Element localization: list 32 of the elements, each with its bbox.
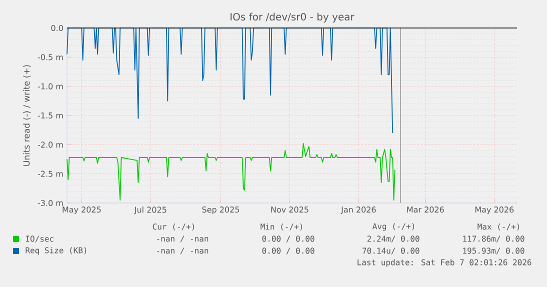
x-tick-label: May 2026 bbox=[475, 206, 514, 214]
y-tick-label: -2.5 m bbox=[38, 170, 63, 177]
text: 70.14u/ 0.00 bbox=[362, 248, 420, 254]
text: -nan / -nan bbox=[157, 248, 208, 254]
y-tick-label: 0.0 bbox=[51, 24, 63, 32]
text: Max (-/+) bbox=[478, 223, 520, 231]
y-axis-title: Units read (-) / write (+) bbox=[23, 65, 31, 166]
y-tick-label: -0.5 m bbox=[38, 54, 63, 60]
text: 0.00 / 0.00 bbox=[262, 248, 314, 254]
text: 117.86m/ 0.00 bbox=[463, 236, 524, 242]
x-tick-label: May 2025 bbox=[62, 206, 101, 214]
text: Avg (-/+) bbox=[372, 223, 414, 231]
chart-title: IOs for /dev/sr0 - by year bbox=[230, 12, 354, 22]
x-tick-label: Jul 2025 bbox=[134, 206, 166, 214]
y-tick-label: -2.0 m bbox=[38, 142, 63, 148]
line-series bbox=[66, 143, 396, 201]
text: -nan / -nan bbox=[157, 236, 208, 242]
text: Min (-/+) bbox=[260, 223, 302, 231]
legend-label: Req Size (KB) bbox=[26, 247, 86, 255]
x-tick-label: Nov 2025 bbox=[271, 206, 308, 213]
y-tick-label: -3.0 m bbox=[38, 200, 63, 206]
x-tick-label: Sep 2025 bbox=[202, 206, 240, 214]
y-tick-label: -1.5 m bbox=[38, 112, 63, 118]
x-tick-label: Jan 2026 bbox=[340, 206, 376, 214]
text: 2.24m/ 0.00 bbox=[367, 236, 420, 242]
y-tick-label: -1.0 m bbox=[38, 83, 63, 90]
text: 0.00 / 0.00 bbox=[262, 236, 314, 242]
legend-label: IO/sec bbox=[26, 236, 54, 242]
x-tick-label: Mar 2026 bbox=[407, 206, 444, 213]
text: Last update: Sat Feb 7 02:01:26 2026 bbox=[358, 259, 532, 267]
text: Cur (-/+) bbox=[152, 223, 194, 231]
text: 195.93m/ 0.00 bbox=[463, 248, 524, 254]
